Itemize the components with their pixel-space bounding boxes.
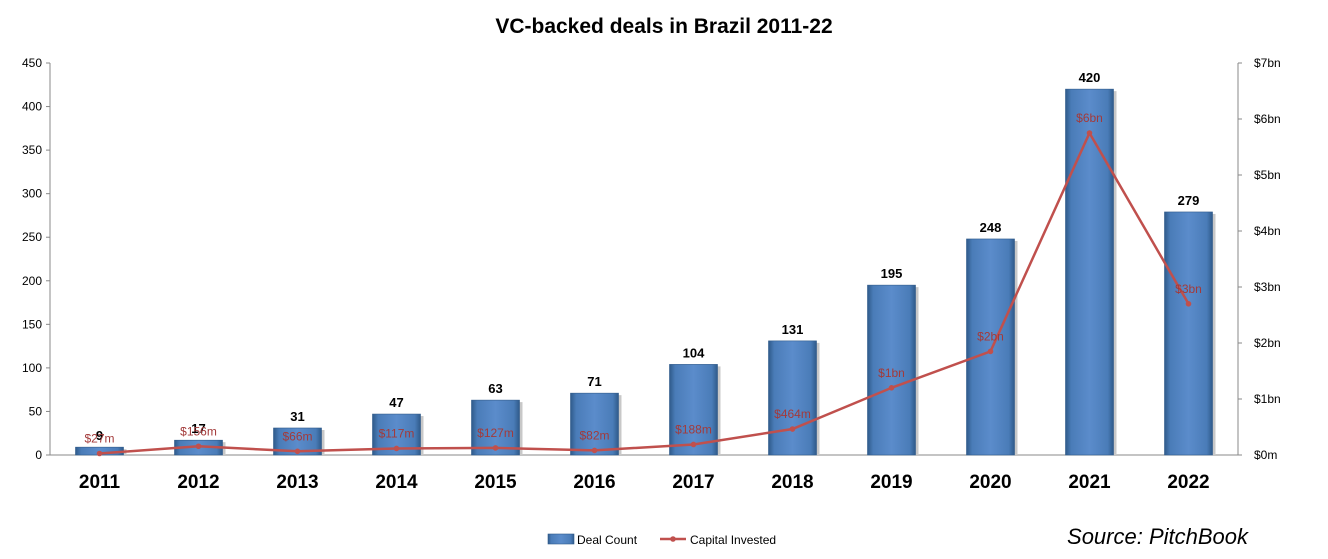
deal-count-bars [75,88,1216,456]
bar-value-label: 420 [1079,70,1101,85]
capital-invested-points [96,130,1192,457]
bar-value-label: 9 [96,428,103,443]
legend: Deal Count Capital Invested [547,533,776,547]
left-tick-label: 250 [22,230,42,244]
capital-point-2019 [888,385,895,391]
x-tick-label: 2014 [375,472,418,493]
capital-value-label: $117m [379,426,415,440]
capital-point-2022 [1185,301,1192,307]
x-tick-label: 2015 [474,472,517,493]
bar-2019 [867,284,916,456]
bar-value-label: 131 [782,322,804,337]
legend-swatch-deal-count [547,533,575,545]
right-tick-label: $3bn [1254,280,1281,294]
capital-invested-labels: $27m $156m $66m $117m $127m $82m $188m $464m $1b… [84,111,1201,445]
x-tick-label: 2012 [177,472,219,493]
right-tick-label: $7bn [1254,56,1281,70]
x-tick-label: 2013 [276,472,318,493]
bar-2020 [966,238,1015,456]
chart-title: VC-backed deals in Brazil 2011-22 [495,15,832,38]
bar-value-label: 104 [683,345,705,360]
bar-2018 [768,340,817,456]
legend-marker-capital-invested [670,536,676,542]
capital-invested-line [99,130,1190,455]
capital-point-2015 [492,445,499,451]
bar-2022 [1164,211,1213,456]
left-tick-label: 400 [22,100,42,114]
deal-count-labels: 9 17 31 47 63 71 104 131 195 248 420 279 [96,70,1199,443]
capital-value-label: $66m [282,429,312,443]
capital-value-label: $27m [84,431,114,445]
bar-value-label: 31 [290,409,304,424]
legend-item-deal-count: Deal Count [547,533,638,547]
capital-point-2011 [96,450,103,457]
bar-value-label: 279 [1178,193,1200,208]
bar-value-label: 47 [389,395,403,410]
capital-value-label: $82m [579,428,609,442]
x-tick-label: 2011 [79,472,121,493]
legend-label-deal-count: Deal Count [577,533,638,547]
capital-point-2018 [789,426,796,432]
capital-point-2021 [1086,130,1093,136]
capital-value-label: $188m [675,422,712,436]
bar-value-label: 17 [191,421,205,436]
left-tick-label: 300 [22,187,42,201]
capital-value-label: $127m [477,426,514,440]
bar-value-label: 63 [488,381,502,396]
x-tick-label: 2019 [870,472,912,493]
bar-value-label: 71 [587,374,601,389]
right-tick-label: $0m [1254,448,1277,462]
x-axis-ticks: 2011 2012 2013 2014 2015 2016 2017 2018 2019 2020… [79,472,1210,493]
capital-value-label: $1bn [878,366,905,380]
capital-point-2013 [294,448,301,455]
right-tick-label: $2bn [1254,336,1281,350]
x-tick-label: 2017 [672,472,714,493]
x-tick-label: 2016 [573,472,615,493]
source-note: Source: PitchBook [1067,524,1249,549]
x-tick-label: 2018 [771,472,813,493]
capital-value-label: $3bn [1175,282,1202,296]
right-tick-label: $4bn [1254,224,1281,238]
x-tick-label: 2021 [1068,472,1111,493]
capital-value-label: $2bn [977,329,1004,343]
capital-point-2014 [393,445,400,452]
right-tick-label: $1bn [1254,392,1281,406]
left-tick-label: 450 [22,56,42,70]
left-axis-ticks: 0 50 100 150 200 250 300 350 400 450 [22,56,50,462]
left-tick-label: 150 [22,317,42,331]
capital-point-2017 [690,441,697,448]
right-tick-label: $5bn [1254,168,1281,182]
left-tick-label: 100 [22,361,42,375]
bar-value-label: 195 [881,266,903,281]
capital-value-label: $464m [774,407,811,421]
left-tick-label: 0 [35,448,42,462]
bar-2016 [570,392,619,456]
legend-label-capital-invested: Capital Invested [690,533,776,547]
left-tick-label: 50 [29,404,43,418]
x-tick-label: 2022 [1167,472,1209,493]
x-tick-label: 2020 [969,472,1011,493]
capital-point-2012 [195,443,202,450]
bar-2017 [669,364,718,456]
bar-value-label: 248 [980,220,1002,235]
right-tick-label: $6bn [1254,112,1281,126]
legend-item-capital-invested: Capital Invested [660,533,776,547]
capital-point-2020 [987,348,994,355]
left-tick-label: 200 [22,274,42,288]
left-tick-label: 350 [22,143,42,157]
capital-point-2016 [591,447,598,454]
bar-2021 [1065,88,1114,456]
right-axis-ticks: $0m $1bn $2bn $3bn $4bn $5bn $6bn $7bn [1238,56,1281,462]
capital-value-label: $156m [180,424,217,438]
capital-value-label: $6bn [1076,111,1103,125]
